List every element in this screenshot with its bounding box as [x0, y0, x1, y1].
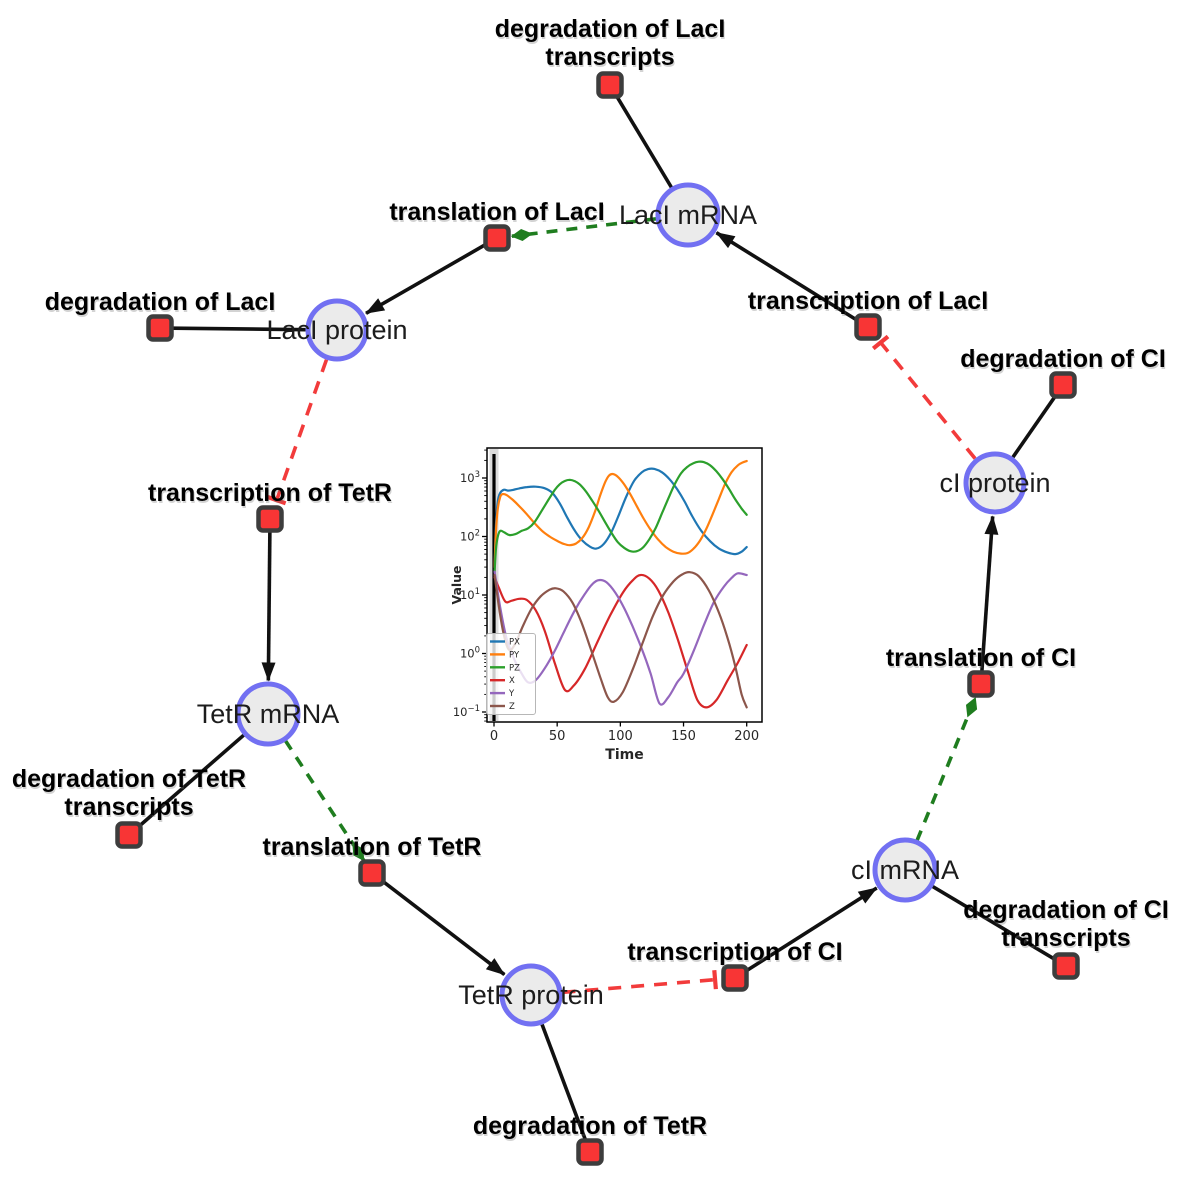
x-tick-label: 0: [490, 729, 498, 744]
species-node-tetr_mrna: [235, 681, 301, 747]
reaction-node-deg_laci_tx: [596, 71, 624, 99]
production-edge: [980, 515, 999, 672]
reaction-label-deg_tetr_tx-line2: transcripts: [64, 793, 193, 821]
consumption-edge: [172, 326, 306, 332]
production-edge: [715, 231, 858, 322]
species-node-tetr_protein: [499, 963, 563, 1027]
x-axis-label: Time: [605, 747, 643, 763]
series-X: [493, 573, 748, 709]
node-layer: [115, 71, 1080, 1166]
species-node-ci_protein: [963, 451, 1027, 515]
y-tick-label: 102: [460, 529, 480, 544]
series-PX: [493, 467, 748, 569]
reaction-label-tc_tetr: transcription of TetR: [148, 479, 392, 507]
chart-legend: PX PY PZ XYZ: [486, 633, 536, 715]
reaction-node-deg_laci: [146, 314, 174, 342]
reaction-label-transl_ci: translation of CI: [886, 644, 1076, 672]
species-node-laci_protein: [305, 298, 369, 362]
x-tick-label: 100: [608, 729, 633, 744]
species-label-tetr_protein: TetR protein: [458, 980, 604, 1010]
reaction-label-deg_ci: degradation of CI: [960, 345, 1166, 373]
consumption-edge: [1011, 394, 1058, 459]
series-PZ: [493, 460, 748, 573]
reaction-label-tc_ci: transcription of CI: [627, 938, 842, 966]
legend-label-Z: Z: [509, 702, 515, 712]
inhibition-edge: [562, 970, 718, 995]
legend-label-X: X: [509, 676, 515, 686]
reaction-label-deg_tetr_tx-line1: degradation of TetR: [12, 765, 246, 793]
series-PY: [493, 459, 748, 569]
legend-label-PX: PX: [509, 638, 520, 648]
reaction-node-tc_tetr: [256, 505, 284, 533]
reaction-label-deg_laci_tx-line2: transcripts: [545, 43, 674, 71]
reaction-node-tc_ci: [721, 964, 749, 992]
species-label-tetr_mrna: TetR mRNA: [197, 699, 340, 729]
species-label-laci_mrna: LacI mRNA: [619, 200, 757, 230]
inhibition-edge: [267, 359, 329, 506]
reaction-label-transl_tetr: translation of TetR: [263, 833, 482, 861]
reaction-node-deg_ci_tx: [1052, 952, 1080, 980]
species-node-laci_mrna: [655, 182, 721, 248]
y-tick-label: 10−1: [453, 704, 480, 719]
modifier-edge: [510, 216, 657, 241]
legend-label-PZ: PZ: [509, 663, 520, 673]
y-tick-label: 103: [460, 470, 480, 485]
series-Z: [493, 571, 748, 709]
consumption-edge: [931, 884, 1056, 961]
reaction-label-deg_laci: degradation of LacI: [45, 288, 276, 316]
reaction-node-transl_tetr: [358, 859, 386, 887]
production-edge: [365, 242, 487, 315]
reaction-label-deg_laci_tx-line1: degradation of LacI: [495, 15, 726, 43]
production-edge: [261, 531, 276, 682]
reaction-node-deg_tetr_tx: [115, 821, 143, 849]
species-label-ci_mrna: cI mRNA: [851, 855, 959, 885]
reaction-node-transl_laci: [483, 224, 511, 252]
reaction-node-tc_laci: [854, 313, 882, 341]
consumption-edge: [137, 733, 246, 828]
x-tick-label: 200: [734, 729, 759, 744]
modifier-edge: [283, 739, 366, 862]
y-axis-label: Value: [449, 565, 464, 604]
consumption-edge: [615, 95, 674, 189]
legend-label-PY: PY: [509, 650, 520, 660]
inhibition-edge: [871, 334, 977, 460]
reaction-node-deg_tetr: [576, 1138, 604, 1166]
species-node-ci_mrna: [872, 837, 938, 903]
edge-layer: [137, 95, 1058, 1141]
reaction-node-transl_ci: [967, 670, 995, 698]
reaction-label-deg_ci_tx-line2: transcripts: [1001, 924, 1130, 952]
species-label-laci_protein: LacI protein: [266, 315, 407, 345]
label-layer: LacI mRNA LacI protein TetR mRNA TetR prote…: [12, 15, 1169, 1140]
production-edge: [381, 879, 506, 977]
modifier-edge: [915, 696, 978, 842]
legend-label-Y: Y: [508, 689, 515, 699]
species-label-ci_protein: cI protein: [939, 468, 1050, 498]
production-edge: [745, 886, 878, 973]
x-tick-label: 50: [549, 729, 566, 744]
consumption-edge: [540, 1023, 588, 1141]
reaction-label-tc_laci: transcription of LacI: [748, 287, 988, 315]
reaction-label-deg_tetr: degradation of TetR: [473, 1112, 707, 1140]
reaction-node-deg_ci: [1049, 371, 1077, 399]
x-tick-label: 150: [671, 729, 696, 744]
reaction-label-transl_laci: translation of LacI: [389, 198, 604, 226]
y-tick-label: 100: [460, 646, 480, 661]
reaction-label-deg_ci_tx-line1: degradation of CI: [963, 896, 1169, 924]
